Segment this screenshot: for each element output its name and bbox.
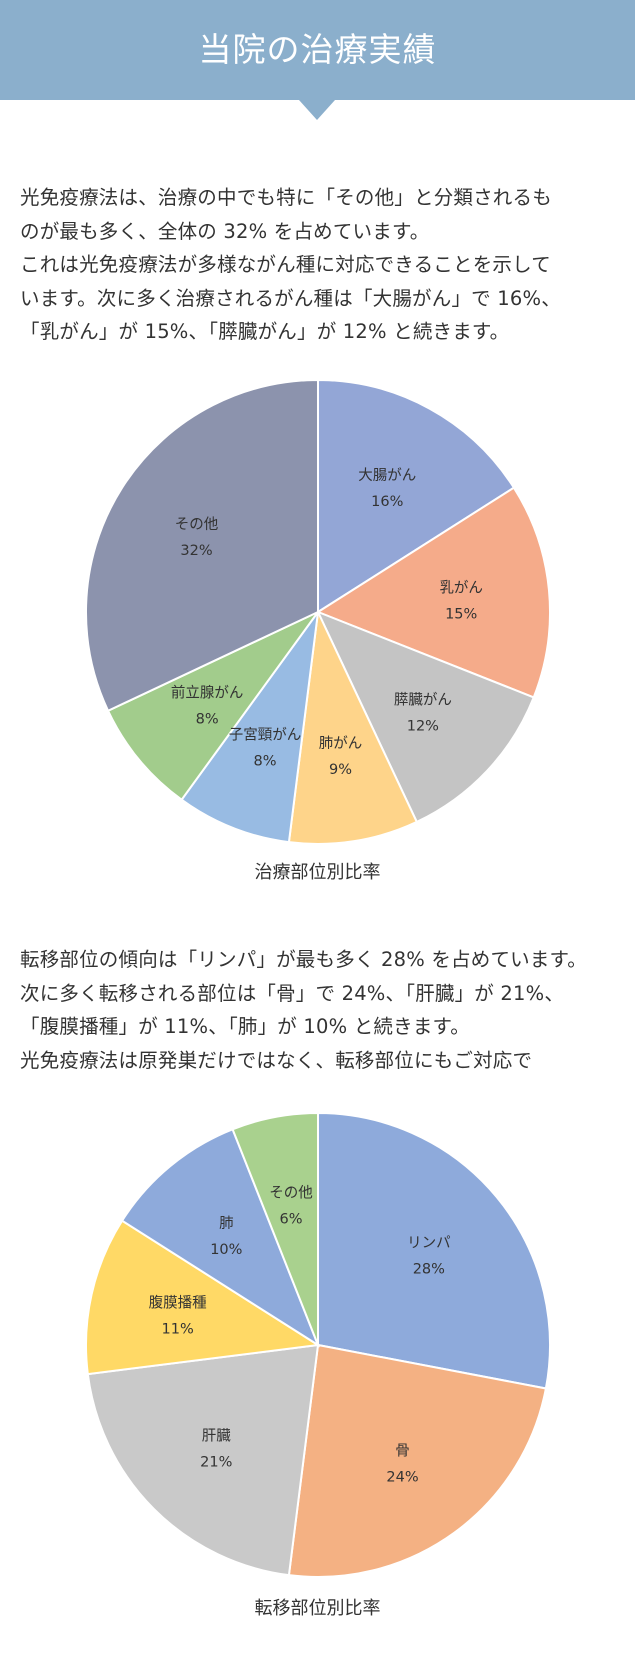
slice-category-label: 前立腺がん	[171, 685, 244, 702]
pie-slice	[317, 378, 516, 614]
slice-category-label: その他	[269, 1185, 313, 1202]
pie-slice	[180, 611, 319, 844]
slice-category-label: 腹膜播種	[149, 1295, 207, 1312]
treatment-site-pie-chart: 大腸がん 16% 乳がん 15% 膵臓がん 12% 肺がん 9% 子宮頸がん 8% 前立腺がん 8% そ…	[0, 370, 635, 890]
pie-slice	[120, 1127, 321, 1348]
pie-slice	[85, 378, 319, 713]
pie-svg: リンパ 28% 骨 24% 肝臓 21% 腹膜播種 11% 肺 10% その他 6%	[85, 1111, 551, 1578]
pie-slice	[85, 1219, 321, 1376]
text-line: います。次に多く治療されるがん種は「大腸がん」で 16%、	[20, 286, 561, 310]
chart-title: 治療部位別比率	[254, 862, 381, 883]
chart-title: 転移部位別比率	[254, 1598, 381, 1619]
pie-slice	[317, 1111, 551, 1390]
text-line: 転移部位の傾向は「リンパ」が最も多く 28% を占めています。	[20, 948, 587, 971]
slice-category-label: 肺	[219, 1215, 234, 1232]
pie-slice	[287, 1343, 548, 1578]
slice-category-label: その他	[175, 516, 219, 533]
text-line: 「腹膜播種」が 11%、「肺」が 10% と続きます。	[20, 1015, 470, 1038]
slice-category-label: 肺がん	[319, 735, 363, 752]
slice-percent-label: 24%	[386, 1469, 418, 1485]
slice-category-label: 乳がん	[439, 579, 483, 596]
pie-slice	[86, 1343, 320, 1577]
slice-percent-label: 6%	[280, 1212, 303, 1228]
slice-percent-label: 9%	[329, 762, 352, 778]
slice-percent-label: 10%	[210, 1242, 242, 1258]
metastasis-summary-text: 転移部位の傾向は「リンパ」が最も多く 28% を占めています。 次に多く転移され…	[20, 943, 620, 1077]
slice-percent-label: 8%	[196, 712, 219, 728]
pie-slice	[316, 610, 536, 824]
slice-category-label: 骨	[395, 1443, 410, 1459]
text-line: のが最も多く、全体の 32% を占めています。	[20, 219, 430, 243]
pie-slice	[106, 611, 319, 802]
pie-slice	[231, 1111, 319, 1346]
pie-slice	[287, 608, 419, 845]
slice-category-label: 大腸がん	[358, 467, 416, 484]
text-line: これは光免疫療法が多様ながん種に対応できることを示して	[20, 253, 551, 276]
header-pointer-triangle	[299, 100, 335, 120]
pie-svg: 大腸がん 16% 乳がん 15% 膵臓がん 12% 肺がん 9% 子宮頸がん 8% 前立腺がん 8% そ…	[85, 378, 551, 845]
slice-category-label: リンパ	[407, 1234, 451, 1251]
section-header: 当院の治療実績	[0, 0, 635, 100]
slice-percent-label: 11%	[162, 1322, 194, 1338]
slice-percent-label: 15%	[445, 606, 477, 622]
slice-percent-label: 8%	[254, 754, 277, 770]
page-title: 当院の治療実績	[198, 30, 437, 69]
slice-percent-label: 32%	[180, 543, 212, 559]
text-line: 光免疫療法は原発巣だけではなく、転移部位にもご対応で	[20, 1048, 533, 1072]
slice-category-label: 子宮頸がん	[229, 727, 302, 744]
pie-slice	[315, 486, 551, 699]
slice-category-label: 膵臓がん	[394, 691, 452, 708]
text-line: 次に多く転移される部位は「骨」で 24%、「肝臓」が 21%、	[20, 981, 565, 1005]
slice-percent-label: 28%	[413, 1261, 445, 1277]
metastasis-site-pie-chart: リンパ 28% 骨 24% 肝臓 21% 腹膜播種 11% 肺 10% その他 6% 転移部位別比率	[0, 1103, 635, 1643]
treatment-summary-text: 光免疫療法は、治療の中でも特に「その他」と分類されるも のが最も多く、全体の 3…	[20, 181, 620, 349]
text-line: 「乳がん」が 15%、「膵臓がん」が 12% と続きます。	[20, 320, 510, 343]
slice-percent-label: 21%	[200, 1455, 232, 1471]
slice-category-label: 肝臓	[202, 1428, 231, 1445]
slice-percent-label: 16%	[371, 494, 403, 510]
text-line: 光免疫療法は、治療の中でも特に「その他」と分類されるも	[20, 186, 552, 209]
slice-percent-label: 12%	[407, 718, 439, 734]
